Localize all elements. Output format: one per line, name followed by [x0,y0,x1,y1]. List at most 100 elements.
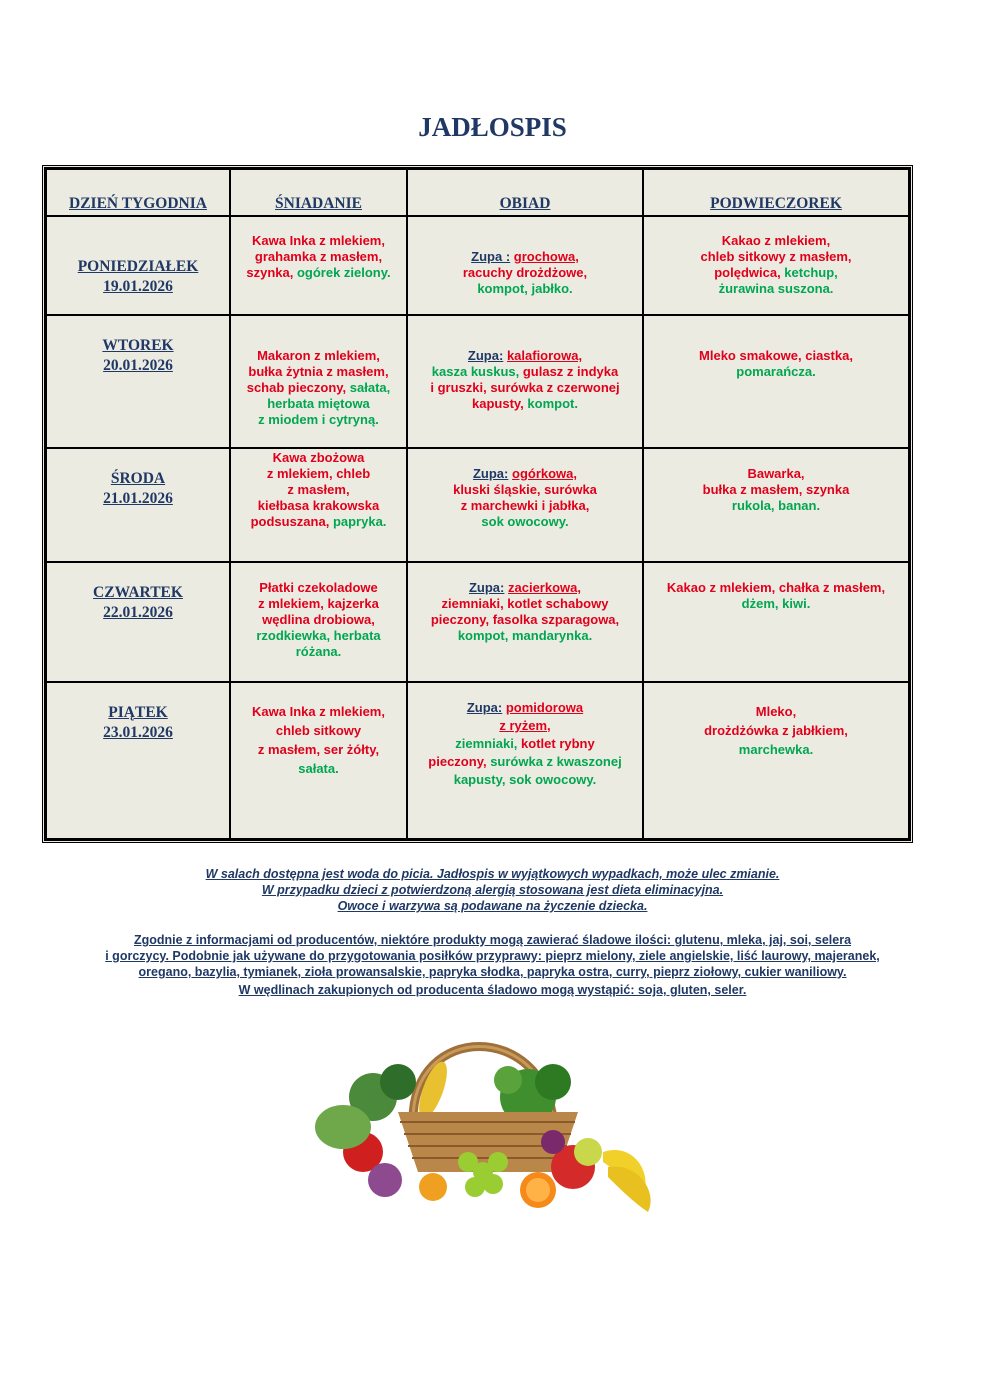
menu-line: grahamka z masłem, [254,249,383,264]
allergen-line-4: W wędlinach zakupionych od producenta śl… [238,983,747,997]
menu-line: Kawa Inka z mlekiem, [252,233,385,248]
snack-cell: Kakao z mlekiem, chałka z masłem, dżem, … [642,561,910,683]
note-fruits: Owoce i warzywa są podawane na życzenie … [337,899,648,913]
menu-line: ziemniaki, kotlet schabowy [441,596,609,611]
menu-line: schab pieczony, [246,380,350,395]
menu-line: Kawa Inka z mlekiem, [252,704,385,719]
table-row: WTOREK 20.01.2026 Makaron z mlekiem, buł… [45,314,910,449]
allergen-line-3: oregano, bazylia, tymianek, zioła prowan… [138,965,847,979]
soup-label: Zupa : [471,249,511,264]
day-date: 20.01.2026 [103,357,173,374]
menu-line: rukola, banan. [731,498,821,513]
menu-line: z mlekiem, chleb [266,466,371,481]
menu-line: chleb sitkowy [275,723,362,738]
menu-line: z marchewki i jabłka, [460,498,590,513]
header-snack: PODWIECZOREK [642,168,910,217]
allergen-line-2: i gorczycy. Podobnie jak używane do przy… [105,949,880,963]
table-row: ŚRODA 21.01.2026 Kawa zbożowa z mlekiem,… [45,447,910,563]
soup-name: pomidorowa [505,700,584,715]
menu-line: wędlina drobiowa, [262,612,375,627]
soup-name: zacierkowa, [508,580,581,595]
lunch-cell: Zupa : grochowa, racuchy drożdżowe, komp… [406,215,644,316]
lunch-cell: Zupa: zacierkowa, ziemniaki, kotlet scha… [406,561,644,683]
menu-line: z masłem, ser żółty, [257,742,380,757]
menu-line: i gruszki, [430,380,491,395]
soup-name: kalafiorowa, [506,348,583,363]
breakfast-cell: Płatki czekoladowe z mlekiem, kajzerka w… [229,561,408,683]
header-lunch: OBIAD [406,168,644,217]
table-row: CZWARTEK 22.01.2026 Płatki czekoladowe z… [45,561,910,683]
menu-line: kasza kuskus, [431,364,523,379]
soup-name: ogórkowa, [512,466,578,481]
menu-line: pieczony, fasolka szparagowa, [430,612,620,627]
menu-line: racuchy drożdżowe, [462,265,588,280]
menu-line: różana. [295,644,342,659]
lunch-cell: Zupa: ogórkowa, kluski śląskie, surówka … [406,447,644,563]
lunch-cell: Zupa: pomidorowa z ryżem, ziemniaki, kot… [406,681,644,840]
menu-line: Kakao z mlekiem, chałka z masłem, [666,580,886,595]
note-water: W salach dostępna jest woda do picia. Ja… [205,867,780,881]
menu-line: kluski śląskie, surówka [453,482,597,497]
menu-line: gulasz z indyka [522,364,619,379]
menu-line: rzodkiewka, herbata [256,628,381,643]
menu-line: drożdżówka z jabłkiem, [704,723,848,738]
day-date: 21.01.2026 [103,490,173,507]
lunch-cell: Zupa: kalafiorowa, kasza kuskus, gulasz … [406,314,644,449]
menu-line: Mleko smakowe, ciastka, [699,348,853,363]
header-day: DZIEŃ TYGODNIA [45,168,231,217]
menu-line: chleb sitkowy z masłem, [700,249,852,264]
menu-line: żurawina suszona. [718,281,834,296]
day-name: CZWARTEK [93,584,183,601]
menu-line: Bawarka, [747,466,805,481]
note-allergy: W przypadku dzieci z potwierdzoną alergi… [261,883,724,897]
menu-line: herbata miętowa [267,396,370,411]
snack-cell: Mleko, drożdżówka z jabłkiem, marchewka. [642,681,910,840]
page-title: JADŁOSPIS [418,112,567,142]
menu-line: pomarańcza. [736,364,816,379]
menu-table: DZIEŃ TYGODNIA ŚNIADANIE OBIAD PODWIECZO… [45,168,910,840]
menu-line: sałata, [349,380,391,395]
breakfast-cell: Makaron z mlekiem, bułka żytnia z masłem… [229,314,408,449]
menu-line: Mleko, [755,704,797,719]
menu-line: sok owocowy. [481,514,569,529]
menu-line: z mlekiem, kajzerka [258,596,379,611]
soup-label: Zupa: [468,580,505,595]
day-cell: CZWARTEK 22.01.2026 [45,561,231,683]
menu-line: szynka, [246,265,297,280]
menu-table-frame: DZIEŃ TYGODNIA ŚNIADANIE OBIAD PODWIECZO… [42,165,913,843]
menu-line: Płatki czekoladowe [259,580,378,595]
menu-line: ziemniaki, [455,736,522,751]
menu-line: pieczony, [428,754,491,769]
breakfast-cell: Kawa Inka z mlekiem, chleb sitkowy z mas… [229,681,408,840]
menu-line: podsuszana, [250,514,333,529]
soup-label: Zupa: [472,466,509,481]
menu-line: Kakao z mlekiem, [721,233,831,248]
menu-line: marchewka. [738,742,814,757]
soup-label: Zupa: [467,348,504,363]
day-date: 22.01.2026 [103,604,173,621]
menu-line: kiełbasa krakowska [257,498,380,513]
day-cell: ŚRODA 21.01.2026 [45,447,231,563]
menu-line: ogórek zielony. [296,265,391,280]
menu-line: Kawa zbożowa [272,450,365,465]
menu-line: z masłem, [287,482,350,497]
menu-line: polędwica, [714,265,785,280]
breakfast-cell: Kawa zbożowa z mlekiem, chleb z masłem, … [229,447,408,563]
menu-line: dżem, kiwi. [741,596,811,611]
menu-line: bułka żytnia z masłem, [248,364,389,379]
day-date: 19.01.2026 [103,278,173,295]
vegetable-basket-image [303,1002,664,1237]
day-cell: WTOREK 20.01.2026 [45,314,231,449]
menu-line: kapusty, sok owocowy. [453,772,597,787]
menu-line: surówka z czerwonej [490,380,620,395]
table-row: PONIEDZIAŁEK 19.01.2026 Kawa Inka z mlek… [45,215,910,316]
menu-line: z miodem i cytryną. [258,412,379,427]
allergen-line-1: Zgodnie z informacjami od producentów, n… [133,933,852,947]
menu-line: kapusty, [472,396,528,411]
menu-line: ketchup, [784,265,838,280]
menu-line: kompot, jabłko. [477,281,573,296]
table-row: PIĄTEK 23.01.2026 Kawa Inka z mlekiem, c… [45,681,910,840]
menu-line: kompot, mandarynka. [457,628,593,643]
day-name: ŚRODA [110,470,166,487]
breakfast-cell: Kawa Inka z mlekiem, grahamka z masłem, … [229,215,408,316]
